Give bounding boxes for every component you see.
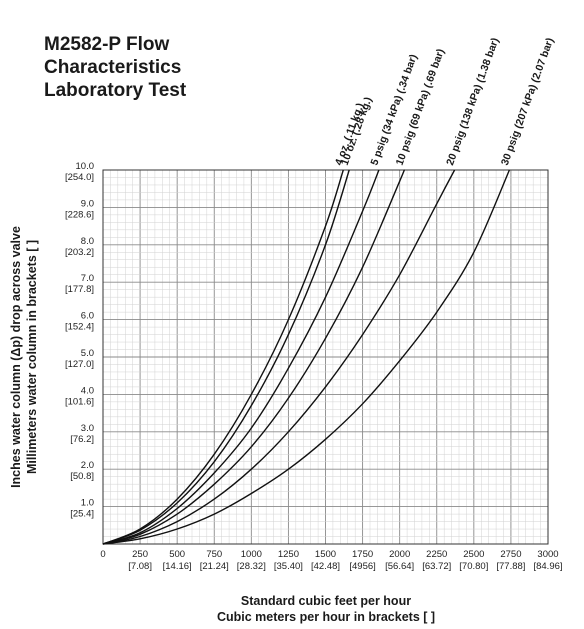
series-line-2 <box>102 169 350 545</box>
tick-labels: 0 250[7.08] 500[14.16] 750[21.24] 1000[28.32… <box>65 161 563 572</box>
chart-title-line-1: M2582-P Flow <box>44 34 170 55</box>
x-axis-title-line-1: Standard cubic feet per hour <box>241 594 411 608</box>
series-line-4 <box>102 169 405 545</box>
x-axis-title: Standard cubic feet per hour Cubic meter… <box>217 594 435 624</box>
chart-title: M2582-P Flow Characteristics Laboratory … <box>44 34 187 101</box>
x-tick-sublabel: [4956] <box>349 561 375 572</box>
y-tick-label: 10.0 <box>76 161 95 172</box>
x-tick-sublabel: [84.96] <box>533 561 562 572</box>
x-tick-sublabel: [7.08] <box>128 561 152 572</box>
y-tick-sublabel: [177.8] <box>65 284 94 295</box>
x-tick-sublabel: [77.88] <box>496 561 525 572</box>
series-label-5: 20 psig (138 kPa) (1.38 bar) <box>444 36 501 167</box>
y-axis-title-line-1: Inches water column (Δp) drop across val… <box>9 226 23 488</box>
y-tick-sublabel: [127.0] <box>65 359 94 370</box>
x-tick-label: 750 <box>206 549 222 560</box>
x-tick-sublabel: [21.24] <box>200 561 229 572</box>
series-labels: 4 oz. (.11 kg.)10 oz. (.28 kg.)5 psig (3… <box>333 36 556 167</box>
y-tick-sublabel: [228.6] <box>65 209 94 220</box>
y-tick-sublabel: [101.6] <box>65 396 94 407</box>
series-lines <box>102 169 511 545</box>
series-line-6 <box>102 169 511 545</box>
x-tick-sublabel: [35.40] <box>274 561 303 572</box>
y-tick-sublabel: [152.4] <box>65 322 94 333</box>
y-tick-label: 2.0 <box>81 460 94 471</box>
y-axis-title: Inches water column (Δp) drop across val… <box>9 226 39 488</box>
series-line-1 <box>102 169 344 545</box>
y-tick-label: 1.0 <box>81 498 94 509</box>
x-tick-sublabel: [28.32] <box>237 561 266 572</box>
chart-title-line-3: Laboratory Test <box>44 80 187 101</box>
y-tick-sublabel: [254.0] <box>65 172 94 183</box>
y-axis-title-line-2: Millimeters water column in brackets [ ] <box>25 240 39 474</box>
y-tick-label: 9.0 <box>81 198 94 209</box>
x-tick-label: 2500 <box>463 549 484 560</box>
y-tick-sublabel: [203.2] <box>65 247 94 258</box>
x-tick-label: 1500 <box>315 549 336 560</box>
y-tick-sublabel: [50.8] <box>70 471 94 482</box>
series-label-4: 10 psig (69 kPa) (.69 bar) <box>394 47 447 167</box>
x-tick-label: 0 <box>100 549 105 560</box>
y-tick-label: 7.0 <box>81 273 94 284</box>
x-tick-label: 3000 <box>537 549 558 560</box>
x-tick-label: 500 <box>169 549 185 560</box>
chart-title-line-2: Characteristics <box>44 57 181 78</box>
y-tick-label: 4.0 <box>81 385 94 396</box>
x-tick-sublabel: [70.80] <box>459 561 488 572</box>
plot-frame <box>102 169 549 545</box>
series-line-3 <box>102 169 380 545</box>
x-tick-sublabel: [42.48] <box>311 561 340 572</box>
x-tick-label: 1250 <box>278 549 299 560</box>
x-tick-sublabel: [63.72] <box>422 561 451 572</box>
x-tick-sublabel: [14.16] <box>163 561 192 572</box>
x-tick-label: 1000 <box>241 549 262 560</box>
x-tick-label: 2750 <box>500 549 521 560</box>
y-tick-sublabel: [25.4] <box>70 509 94 520</box>
y-tick-sublabel: [76.2] <box>70 434 94 445</box>
y-tick-label: 6.0 <box>81 311 94 322</box>
y-tick-label: 8.0 <box>81 236 94 247</box>
x-tick-label: 250 <box>132 549 148 560</box>
x-tick-sublabel: [56.64] <box>385 561 414 572</box>
series-label-6: 30 psig (207 kPa) (2.07 bar) <box>499 36 556 167</box>
x-tick-label: 2250 <box>426 549 447 560</box>
x-tick-label: 1750 <box>352 549 373 560</box>
x-axis-title-line-2: Cubic meters per hour in brackets [ ] <box>217 610 435 624</box>
y-tick-label: 3.0 <box>81 423 94 434</box>
x-tick-label: 2000 <box>389 549 410 560</box>
y-tick-label: 5.0 <box>81 348 94 359</box>
series-line-5 <box>102 169 456 545</box>
